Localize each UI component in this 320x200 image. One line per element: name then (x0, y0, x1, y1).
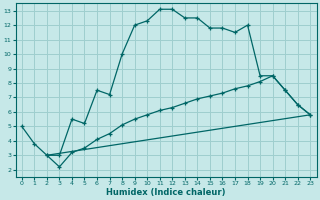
X-axis label: Humidex (Indice chaleur): Humidex (Indice chaleur) (106, 188, 226, 197)
